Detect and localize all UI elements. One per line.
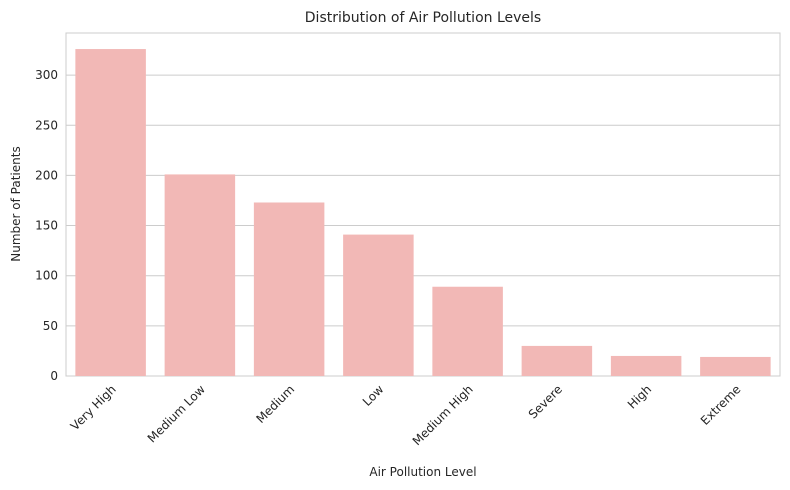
- y-tick-label: 50: [43, 319, 58, 333]
- bars: [75, 49, 771, 376]
- x-tick-label: Severe: [526, 382, 565, 421]
- chart-title: Distribution of Air Pollution Levels: [305, 10, 541, 26]
- bar-high: [610, 355, 682, 376]
- x-tick-label: High: [625, 382, 654, 411]
- y-tick-label: 150: [35, 219, 58, 233]
- bar-medium: [253, 202, 325, 376]
- bar-severe: [521, 345, 593, 376]
- x-tick-label: Extreme: [698, 382, 744, 428]
- y-axis-label: Number of Patients: [9, 146, 23, 261]
- y-tick-label: 100: [35, 269, 58, 283]
- y-tick-label: 300: [35, 68, 58, 82]
- bar-low: [343, 234, 414, 376]
- bar-medium-low: [164, 174, 236, 376]
- x-tick-label: Low: [360, 382, 387, 409]
- bar-very-high: [75, 49, 146, 376]
- x-tick-label: Medium Low: [145, 382, 208, 445]
- bar-extreme: [700, 356, 771, 376]
- y-tick-label: 0: [50, 369, 58, 383]
- x-tick-label: Very High: [68, 382, 119, 433]
- bar-medium-high: [432, 286, 503, 376]
- x-axis-label: Air Pollution Level: [369, 465, 476, 479]
- x-tick-label: Medium: [253, 382, 297, 426]
- y-ticks: 0 50 100 150 200 250 300: [35, 68, 58, 383]
- y-tick-label: 200: [35, 168, 58, 182]
- x-ticks: Very High Medium Low Medium Low Medium High S…: [68, 382, 744, 448]
- x-tick-label: Medium High: [410, 382, 476, 448]
- y-tick-label: 250: [35, 118, 58, 132]
